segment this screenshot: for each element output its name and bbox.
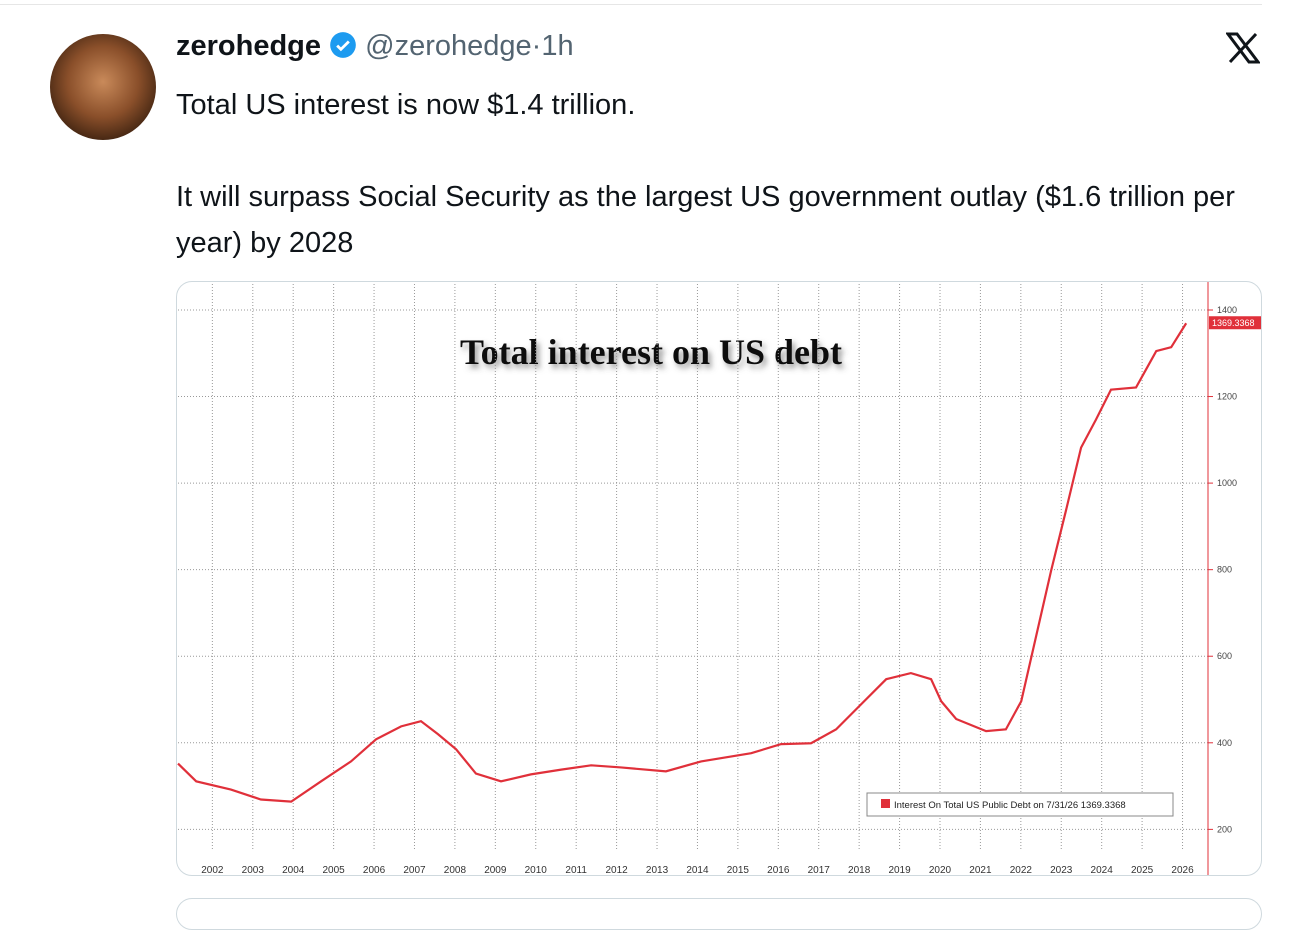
last-value-tag — [1209, 316, 1261, 330]
x-tick-label: 2017 — [808, 865, 831, 876]
y-tick-label: 600 — [1217, 651, 1232, 661]
x-tick-label: 2026 — [1171, 865, 1194, 876]
x-tick-label: 2018 — [848, 865, 871, 876]
legend-swatch — [881, 799, 890, 808]
x-tick-label: 2013 — [646, 865, 669, 876]
divider — [0, 4, 1262, 5]
last-value-label: 1369.3368 — [1212, 318, 1255, 328]
x-tick-label: 2003 — [242, 865, 265, 876]
x-tick-label: 2019 — [888, 865, 911, 876]
chart: Total interest on US debt 200 400 600 800 10… — [177, 282, 1261, 876]
timestamp[interactable]: 1h — [541, 30, 574, 62]
y-tick-label: 200 — [1217, 824, 1232, 834]
line-series — [177, 322, 1188, 803]
avatar[interactable] — [50, 34, 156, 140]
display-name[interactable]: zerohedge — [176, 30, 322, 62]
x-tick-label: 2009 — [484, 865, 507, 876]
x-tick-label: 2025 — [1131, 865, 1154, 876]
handle[interactable]: @zerohedge — [365, 30, 532, 62]
y-tick-label: 800 — [1217, 565, 1232, 575]
next-card — [176, 898, 1262, 930]
x-tick-label: 2023 — [1050, 865, 1073, 876]
x-tick-label: 2006 — [363, 865, 386, 876]
x-tick-label: 2016 — [767, 865, 790, 876]
separator: · — [531, 30, 542, 62]
chart-title: Total interest on US debt — [460, 332, 842, 372]
x-tick-label: 2014 — [686, 865, 709, 876]
legend-box — [866, 792, 1174, 817]
x-tick-label: 2022 — [1010, 865, 1033, 876]
x-tick-label: 2010 — [525, 865, 548, 876]
x-tick-label: 2024 — [1091, 865, 1114, 876]
verified-badge — [330, 32, 356, 58]
x-tick-label: 2005 — [323, 865, 346, 876]
x-logo[interactable] — [1226, 32, 1260, 64]
legend-label: Interest On Total US Public Debt on 7/31… — [894, 800, 1126, 811]
x-tick-label: 2008 — [444, 865, 467, 876]
x-tick-label: 2012 — [605, 865, 628, 876]
x-tick-label: 2015 — [727, 865, 750, 876]
x-tick-label: 2002 — [201, 865, 224, 876]
x-tick-label: 2020 — [929, 865, 952, 876]
tweet-header: zerohedge @zerohedge·1h — [176, 30, 574, 63]
tweet-text: Total US interest is now $1.4 trillion. … — [176, 82, 1271, 312]
y-tick-label: 400 — [1217, 738, 1232, 748]
x-tick-label: 2021 — [969, 865, 992, 876]
y-tick-label: 1200 — [1217, 392, 1237, 402]
x-tick-label: 2004 — [282, 865, 305, 876]
y-tick-label: 1400 — [1217, 305, 1237, 315]
tweet-line: Total US interest is now $1.4 trillion. — [176, 89, 636, 121]
x-tick-label: 2011 — [565, 865, 587, 876]
y-tick-label: 1000 — [1217, 478, 1237, 488]
media-card[interactable]: Total interest on US debt 200 400 600 800 10… — [176, 281, 1262, 876]
tweet-line: It will surpass Social Security as the l… — [176, 181, 1235, 259]
x-tick-label: 2007 — [403, 865, 426, 876]
page: zerohedge @zerohedge·1h Total US interes… — [0, 4, 1271, 930]
